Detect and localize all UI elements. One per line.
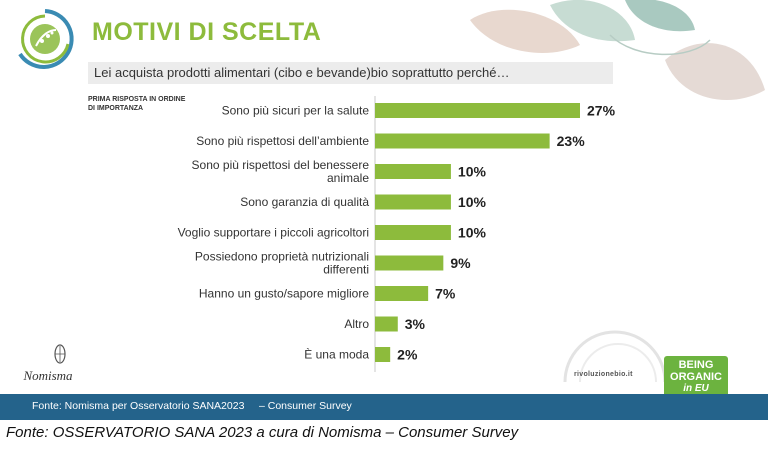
bar [375,255,444,271]
survey-question: Lei acquista prodotti alimentari (cibo e… [88,62,613,84]
bar [375,286,429,301]
bar-value-label: 7% [435,286,456,302]
bar-value-label: 9% [450,255,471,271]
category-label: Sono garanzia di qualità [240,195,369,209]
bar-value-label: 10% [458,194,487,210]
bar [375,316,398,332]
decorative-rings [563,330,667,382]
category-label: Hanno un gusto/sapore migliore [199,287,369,301]
source-text: Fonte: Nomisma per Osservatorio SANA2023… [32,400,352,412]
category-label: Sono più rispettosi dell’ambiente [196,134,369,148]
category-label-line: Sono più rispettosi dell’ambiente [196,134,369,148]
category-label: Sono più sicuri per la salute [222,104,370,118]
bar [375,347,391,362]
ordering-note: PRIMA RISPOSTA IN ORDINE DI IMPORTANZA [88,95,208,113]
category-label-line: Hanno un gusto/sapore migliore [199,287,369,301]
sana-logo-icon [18,9,74,69]
category-label: Altro [344,317,369,331]
nomisma-wordmark: Nomisma [23,368,73,383]
nomisma-emblem-icon [54,344,66,364]
slide: MOTIVI DI SCELTA Lei acquista prodotti a… [0,0,768,420]
ordering-note-line1: PRIMA RISPOSTA IN ORDINE [88,96,186,103]
being-logo-line2: ORGANIC [670,371,722,383]
bar-value-label: 23% [557,133,586,149]
category-label: Sono più rispettosi del benessere animale [192,158,370,185]
bar-value-label: 2% [397,347,418,363]
bar-chart: 27% Sono più sicuri per la salute 23% Sono … [178,96,616,372]
category-label: Possiedono proprietà nutrizionali differe… [195,250,369,277]
category-label-line: Sono garanzia di qualità [240,195,369,209]
nomisma-logo: Nomisma [8,340,88,385]
category-label-line: Sono più sicuri per la salute [222,104,370,118]
bar-value-label: 3% [405,316,426,332]
being-logo-line3: in EU [683,383,709,394]
bar-value-label: 10% [458,225,487,241]
bar-value-label: 10% [458,164,487,180]
bar [375,164,451,179]
category-label-line: differenti [323,263,369,277]
category-label-line: Sono più rispettosi del benessere [192,158,370,172]
bar [375,133,550,149]
rivoluzionebio-label: rivoluzionebio.it [574,371,633,378]
being-logo-line1: BEING [678,359,714,371]
category-label-line: Voglio supportare i piccoli agricoltori [178,226,369,240]
figure-caption: Fonte: OSSERVATORIO SANA 2023 a cura di … [6,424,519,441]
bar [375,194,451,210]
category-label-line: È una moda [304,347,369,362]
category-label-line: animale [327,171,369,185]
decorative-leaves [470,0,765,100]
category-label-line: Possiedono proprietà nutrizionali [195,250,369,264]
slide-title: MOTIVI DI SCELTA [92,18,322,46]
source-bar: Fonte: Nomisma per Osservatorio SANA2023… [0,394,768,420]
bar [375,103,580,118]
category-label: È una moda [304,347,369,362]
category-label: Voglio supportare i piccoli agricoltori [178,226,369,240]
category-label-line: Altro [344,317,369,331]
bar-value-label: 27% [587,103,616,119]
bar [375,225,451,240]
ordering-note-line2: DI IMPORTANZA [88,105,144,112]
